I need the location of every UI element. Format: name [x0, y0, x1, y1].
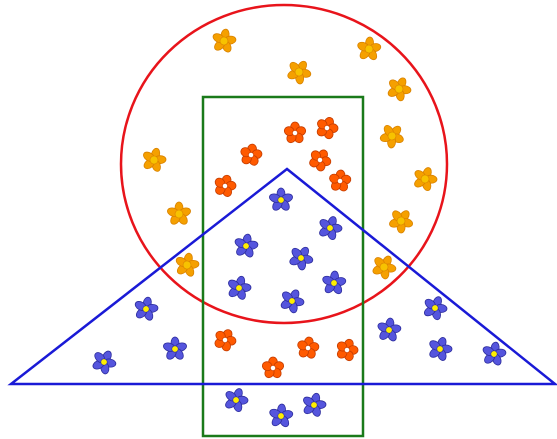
flower-icon: [387, 77, 412, 102]
flower-center: [490, 350, 498, 358]
flower-icon: [303, 392, 327, 417]
flower-center: [297, 254, 305, 262]
flower-icon: [287, 60, 312, 85]
flower-center: [310, 401, 318, 409]
flower-center: [337, 178, 343, 184]
flower-center: [171, 345, 179, 353]
flower-center: [364, 44, 374, 54]
flower-icon: [336, 338, 359, 362]
flower-icon: [234, 233, 259, 258]
flower-icon: [329, 169, 352, 192]
flower-icon: [175, 252, 200, 277]
rectangle-outline: [201, 95, 365, 438]
flower-icon: [429, 337, 453, 361]
flower-icon: [225, 388, 249, 413]
flower-center: [431, 304, 439, 312]
flower-icon: [280, 289, 305, 314]
flower-center: [149, 155, 159, 165]
flowers-layer: [92, 28, 507, 428]
flower-icon: [357, 36, 382, 61]
flower-icon: [316, 117, 339, 140]
flower-center: [387, 131, 397, 141]
flower-icon: [212, 28, 237, 53]
flower-center: [385, 326, 393, 334]
flower-center: [222, 183, 228, 189]
flower-center: [420, 174, 430, 184]
flower-icon: [228, 275, 252, 300]
flower-center: [174, 209, 184, 219]
flower-icon: [377, 317, 402, 342]
flower-center: [324, 125, 330, 131]
flower-icon: [167, 201, 191, 225]
flower-center: [182, 260, 192, 270]
flower-center: [288, 297, 296, 305]
flower-icon: [482, 341, 507, 366]
flower-center: [142, 305, 150, 313]
flower-center: [242, 242, 250, 250]
flower-center: [330, 279, 338, 287]
flower-icon: [309, 149, 332, 172]
flower-center: [379, 262, 389, 272]
flower-center: [292, 130, 298, 136]
circle-outline: [119, 3, 449, 325]
flower-icon: [261, 356, 285, 379]
flower-center: [396, 216, 406, 226]
flower-center: [235, 284, 243, 292]
flower-icon: [319, 216, 343, 241]
flower-icon: [269, 403, 294, 428]
flower-icon: [372, 255, 397, 280]
flower-icon: [379, 124, 404, 149]
flower-icon: [92, 350, 117, 375]
flower-icon: [414, 167, 438, 192]
flower-center: [270, 365, 276, 371]
flower-icon: [289, 246, 314, 271]
flower-icon: [134, 296, 159, 321]
triangle-outline: [7, 167, 557, 386]
flower-center: [277, 196, 285, 204]
flower-center: [305, 345, 311, 351]
flower-center: [394, 84, 404, 94]
flower-center: [277, 412, 285, 420]
flower-center: [326, 224, 334, 232]
flower-icon: [322, 270, 347, 295]
flower-center: [219, 36, 229, 46]
flower-icon: [143, 147, 167, 172]
flower-center: [294, 67, 304, 77]
flower-center: [248, 152, 254, 158]
flower-icon: [297, 336, 320, 359]
flower-icon: [240, 143, 263, 166]
flower-icon: [269, 187, 293, 211]
flower-icon: [423, 296, 448, 321]
flower-icon: [163, 336, 187, 360]
flower-center: [344, 347, 350, 353]
flower-icon: [214, 174, 237, 197]
flower-center: [232, 396, 240, 404]
flower-icon: [389, 210, 413, 234]
flower-center: [222, 337, 228, 343]
flower-center: [436, 345, 444, 353]
flower-icon: [214, 329, 237, 352]
flower-center: [317, 157, 323, 163]
outlines-layer: [7, 3, 557, 438]
flower-icon: [283, 121, 307, 144]
flower-center: [100, 358, 108, 366]
